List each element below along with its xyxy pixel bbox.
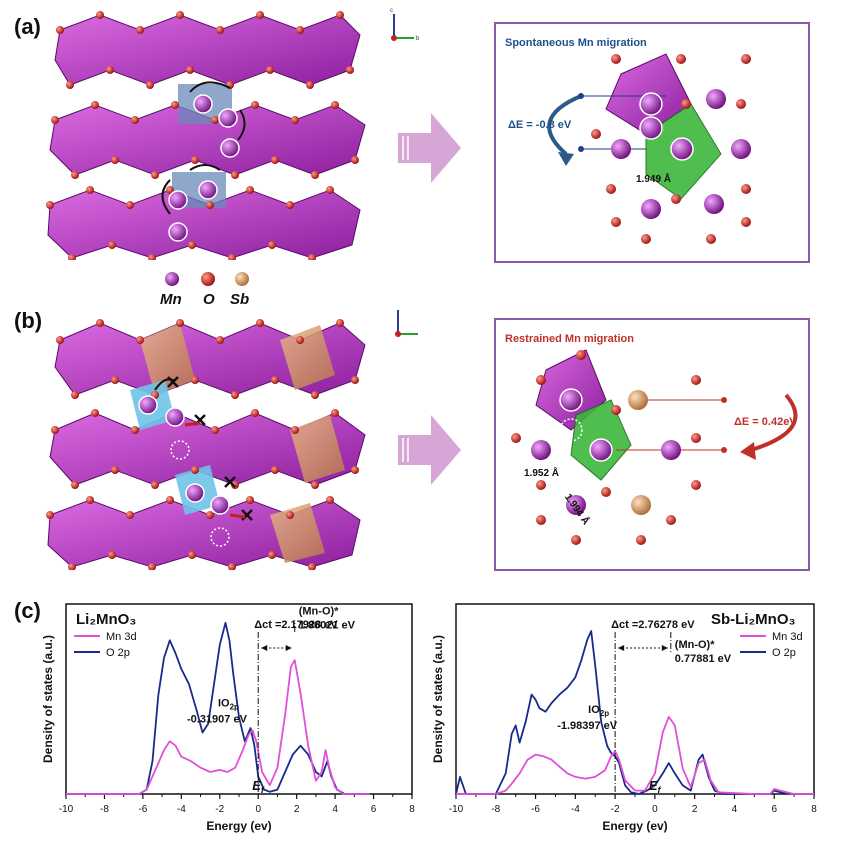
delta-ct-arrowhead <box>261 645 268 651</box>
x-tick-label: -4 <box>571 804 580 815</box>
inset-a-title: Spontaneous Mn migration <box>505 37 647 49</box>
x-tick-label: -8 <box>491 804 500 815</box>
inset-b-title: Restrained Mn migration <box>505 333 634 345</box>
delta-ct-label: Δct =2.17928 eV <box>254 619 338 631</box>
legend-sb-label: Sb <box>230 291 250 308</box>
x-tick-label: 0 <box>255 804 261 815</box>
inset-b: Restrained Mn migration ΔE = 0.42eV 1.95… <box>494 318 810 571</box>
x-tick-label: 2 <box>294 804 300 815</box>
migrating-mn-atoms <box>168 94 240 242</box>
panel-a-label: (a) <box>14 14 41 39</box>
y-axis-label: Density of states (a.u.) <box>41 635 55 763</box>
x-tick-label: 0 <box>652 804 658 815</box>
legend-label: O 2p <box>772 647 796 659</box>
x-tick-label: -2 <box>611 804 620 815</box>
dos-chart-right: -10 -8 -6 -4 -2 0 2 4 6 8 Energy (ev) Density of st… <box>431 603 817 833</box>
legend-label: Mn 3d <box>772 631 803 643</box>
x-axis-label: Energy (ev) <box>602 819 667 833</box>
legend-label: O 2p <box>106 647 130 659</box>
legend-mn-label: Mn <box>160 291 182 308</box>
x-tick-label: 6 <box>371 804 377 815</box>
x-tick-label: -10 <box>449 804 464 815</box>
delta-ct-arrowhead <box>618 645 625 651</box>
delta-ct-label: Δct =2.76278 eV <box>611 619 695 631</box>
x-tick-label: 8 <box>811 804 817 815</box>
axis-glyph-b <box>395 310 418 337</box>
y-axis-label: Density of states (a.u.) <box>431 635 445 763</box>
x-tick-label: 4 <box>332 804 338 815</box>
fermi-label: Ef <box>252 778 265 795</box>
series-mn3d-line <box>66 659 370 795</box>
atom-legend-dots <box>165 272 249 286</box>
legend-label: Mn 3d <box>106 631 137 643</box>
energy-barrier-b: ΔE = 0.42eV <box>734 416 797 428</box>
axis-letter-b: b <box>416 36 420 42</box>
x-tick-label: -4 <box>177 804 186 815</box>
io2p-value: -0.31907 eV <box>187 714 248 726</box>
panel-c-label: (c) <box>14 598 41 623</box>
x-tick-label: -6 <box>531 804 540 815</box>
x-tick-label: 6 <box>771 804 777 815</box>
x-tick-label: -8 <box>100 804 109 815</box>
series-o2p-line <box>66 621 370 795</box>
mno-label: (Mn-O)* <box>299 605 339 617</box>
mno-value: 1.86021 eV <box>299 619 356 631</box>
x-tick-label: 2 <box>692 804 698 815</box>
transition-arrow-a <box>398 113 461 183</box>
plot-frame <box>455 603 815 795</box>
x-tick-label: 8 <box>409 804 415 815</box>
x-axis-label: Energy (ev) <box>206 819 271 833</box>
migration-arrows <box>161 81 246 215</box>
x-tick-label: -6 <box>138 804 147 815</box>
delta-ct-arrowhead <box>285 645 292 651</box>
panel-a-structure <box>46 11 366 260</box>
oxygen-atoms <box>46 11 359 260</box>
legend-o-label: O <box>203 291 215 308</box>
bond-length-b1: 1.952 Å <box>524 468 560 479</box>
axis-glyph-a: c b <box>390 8 420 42</box>
io2p-label: IO2p <box>588 704 609 718</box>
panel-b-structure <box>46 319 366 570</box>
mno-value: 0.77881 eV <box>675 653 732 665</box>
chart-title: Sb-Li₂MnO₃ <box>711 611 795 628</box>
legend-sb-dot <box>235 272 249 286</box>
panel-b-label: (b) <box>14 308 43 333</box>
mno-label: (Mn-O)* <box>675 639 715 651</box>
legend-mn-dot <box>165 272 179 286</box>
energy-barrier-a: ΔE = -0.8 eV <box>508 119 572 131</box>
io2p-value: -1.98397 eV <box>557 720 618 732</box>
legend-o-dot <box>201 272 215 286</box>
x-tick-label: -2 <box>215 804 224 815</box>
dos-chart-left: -10 -8 -6 -4 -2 0 2 4 6 8 Energy (ev) Density of st… <box>41 603 415 833</box>
inset-a-structure <box>547 53 751 244</box>
x-tick-label: -10 <box>59 804 74 815</box>
chart-title: Li₂MnO₃ <box>76 611 136 628</box>
delta-ct-arrowhead <box>661 645 668 651</box>
transition-arrow-b <box>398 415 461 485</box>
fermi-label: Ef <box>649 778 662 795</box>
octahedra-layer-top <box>54 14 361 86</box>
inset-a: Spontaneous Mn migration ΔE = -0.8 eV 1.… <box>494 22 810 263</box>
series-mn3d-line <box>456 716 814 795</box>
bond-length-a: 1.949 Å <box>636 174 672 185</box>
series-o2p-line <box>455 630 814 795</box>
x-tick-label: 4 <box>732 804 738 815</box>
inset-b-structure <box>511 349 798 545</box>
axis-letter-c: c <box>390 8 393 14</box>
